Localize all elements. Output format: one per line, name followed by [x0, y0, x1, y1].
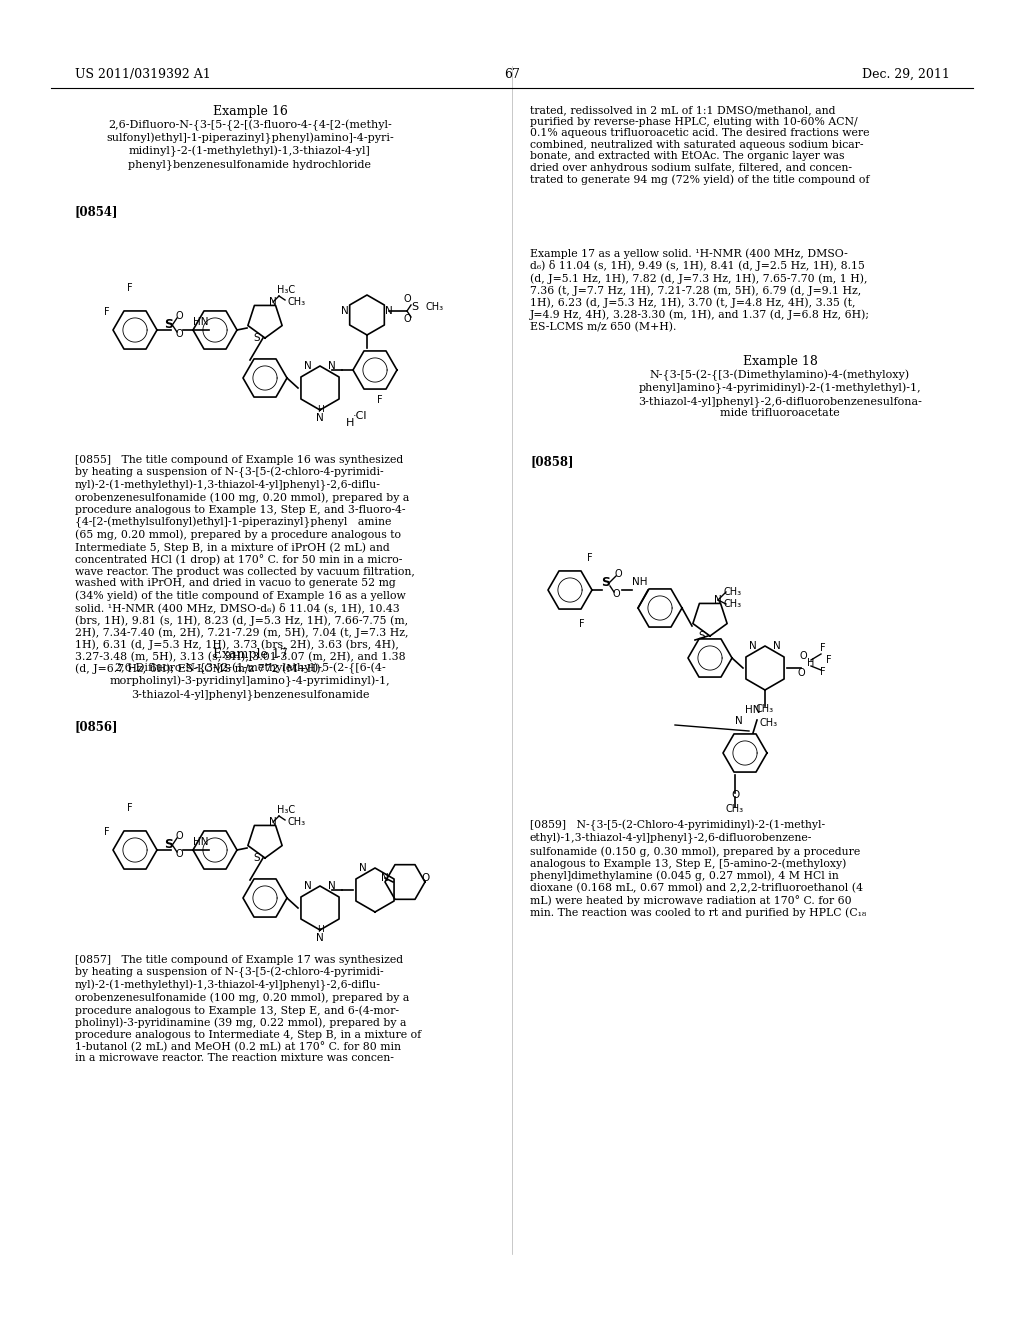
Text: [0855]   The title compound of Example 16 was synthesized
by heating a suspensio: [0855] The title compound of Example 16 … — [75, 455, 415, 675]
Text: ·Cl: ·Cl — [352, 411, 368, 421]
Text: N: N — [385, 306, 393, 315]
Text: N: N — [328, 880, 336, 891]
Text: N: N — [269, 817, 276, 828]
Text: O: O — [175, 312, 183, 321]
Text: O: O — [731, 789, 739, 800]
Text: S: S — [254, 853, 260, 863]
Text: N: N — [304, 880, 312, 891]
Text: CH₃: CH₃ — [759, 718, 777, 729]
Text: CH₃: CH₃ — [425, 302, 443, 312]
Text: Example 16: Example 16 — [213, 106, 288, 117]
Text: [0858]: [0858] — [530, 455, 573, 469]
Text: H: H — [346, 418, 354, 428]
Text: HN: HN — [193, 837, 209, 847]
Text: O: O — [799, 651, 807, 661]
Text: F: F — [820, 667, 825, 677]
Text: Example 17: Example 17 — [213, 648, 288, 661]
Text: N-{3-[5-(2-{[3-(Dimethylamino)-4-(methyloxy)
phenyl]amino}-4-pyrimidinyl)-2-(1-m: N-{3-[5-(2-{[3-(Dimethylamino)-4-(methyl… — [638, 370, 922, 418]
Text: 67: 67 — [504, 69, 520, 81]
Text: Example 17 as a yellow solid. ¹H-NMR (400 MHz, DMSO-
d₆) δ 11.04 (s, 1H), 9.49 (: Example 17 as a yellow solid. ¹H-NMR (40… — [530, 248, 870, 333]
Text: F: F — [127, 282, 133, 293]
Text: [0854]: [0854] — [75, 205, 119, 218]
Text: F: F — [820, 643, 825, 653]
Text: O: O — [175, 329, 183, 339]
Text: H: H — [316, 925, 324, 935]
Text: trated, redissolved in 2 mL of 1:1 DMSO/methanol, and
purified by reverse-phase : trated, redissolved in 2 mL of 1:1 DMSO/… — [530, 106, 869, 185]
Text: CH₃: CH₃ — [287, 817, 305, 828]
Text: H₃C: H₃C — [278, 285, 295, 294]
Text: N: N — [269, 297, 276, 308]
Text: S: S — [412, 302, 419, 312]
Text: Example 18: Example 18 — [742, 355, 817, 368]
Text: O: O — [175, 849, 183, 859]
Text: [0857]   The title compound of Example 17 was synthesized
by heating a suspensio: [0857] The title compound of Example 17 … — [75, 954, 421, 1064]
Text: H₃C: H₃C — [278, 805, 295, 814]
Text: F: F — [826, 655, 831, 665]
Text: [0859]   N-{3-[5-(2-Chloro-4-pyrimidinyl)-2-(1-methyl-
ethyl)-1,3-thiazol-4-yl]p: [0859] N-{3-[5-(2-Chloro-4-pyrimidinyl)-… — [530, 820, 866, 919]
Text: O: O — [798, 668, 805, 678]
Text: S: S — [601, 576, 610, 589]
Text: F: F — [587, 553, 593, 564]
Text: H: H — [316, 405, 324, 414]
Text: CH₃: CH₃ — [755, 704, 773, 714]
Text: HN: HN — [193, 317, 209, 327]
Text: O: O — [175, 832, 183, 841]
Text: F: F — [104, 308, 110, 317]
Text: O: O — [614, 569, 622, 579]
Text: 2,6-Difluoro-N-{3-[2-(1-methylethyl)-5-(2-{[6-(4-
morpholinyl)-3-pyridinyl]amino: 2,6-Difluoro-N-{3-[2-(1-methylethyl)-5-(… — [110, 663, 390, 700]
Text: Dec. 29, 2011: Dec. 29, 2011 — [862, 69, 950, 81]
Text: N: N — [773, 642, 781, 651]
Text: S: S — [165, 837, 173, 850]
Text: F: F — [104, 828, 110, 837]
Text: NH: NH — [632, 577, 647, 587]
Text: N: N — [735, 715, 742, 726]
Text: N: N — [750, 642, 757, 651]
Text: O: O — [403, 294, 411, 304]
Text: 2,6-Difluoro-N-{3-[5-{2-[(3-fluoro-4-{4-[2-(methyl-
sulfonyl)ethyl]-1-piperaziny: 2,6-Difluoro-N-{3-[5-{2-[(3-fluoro-4-{4-… — [106, 120, 394, 170]
Text: N: N — [328, 360, 336, 371]
Text: [0856]: [0856] — [75, 719, 119, 733]
Text: N: N — [316, 933, 324, 942]
Text: H: H — [807, 657, 815, 668]
Text: S: S — [698, 631, 706, 642]
Text: N: N — [304, 360, 312, 371]
Text: O: O — [421, 873, 429, 883]
Text: F: F — [127, 803, 133, 813]
Text: S: S — [165, 318, 173, 330]
Text: HN: HN — [745, 705, 761, 715]
Text: CH₃: CH₃ — [726, 804, 744, 814]
Text: CH₃: CH₃ — [724, 599, 742, 609]
Text: N: N — [381, 873, 389, 883]
Text: S: S — [254, 333, 260, 343]
Text: F: F — [580, 619, 585, 630]
Text: CH₃: CH₃ — [724, 587, 742, 597]
Text: N: N — [341, 306, 349, 315]
Text: N: N — [714, 595, 722, 605]
Text: US 2011/0319392 A1: US 2011/0319392 A1 — [75, 69, 211, 81]
Text: N: N — [316, 413, 324, 422]
Text: CH₃: CH₃ — [287, 297, 305, 308]
Text: N: N — [359, 863, 367, 873]
Text: O: O — [403, 314, 411, 323]
Text: F: F — [377, 395, 383, 405]
Text: O: O — [612, 589, 620, 599]
